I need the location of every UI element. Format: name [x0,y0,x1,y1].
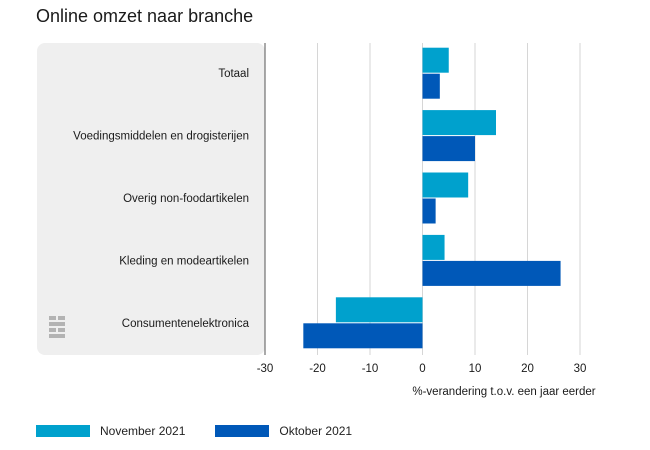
cbs-logo [49,316,65,338]
bar [422,136,475,162]
chart-title: Online omzet naar branche [36,6,254,26]
legend-label-oktober: Oktober 2021 [279,424,353,438]
x-tick-label: -20 [309,363,326,375]
legend-label-november: November 2021 [100,424,186,438]
bar [422,260,561,286]
bar [335,297,423,323]
bar [422,73,440,99]
x-axis-title: %-verandering t.o.v. een jaar eerder [412,386,595,398]
bar [422,172,469,198]
category-label: Consumentenelektronica [122,318,250,330]
bars [303,47,561,349]
tick-labels: -30 -20 -10 0 10 20 30 [257,363,587,375]
bar [422,110,496,136]
legend: November 2021 Oktober 2021 [36,424,382,438]
category-label: Voedingsmiddelen en drogisterijen [73,131,249,143]
category-labels: Totaal Voedingsmiddelen en drogisterijen O… [73,68,249,330]
category-label: Kleding en modeartikelen [119,255,249,267]
bar [422,47,449,73]
legend-item-november: November 2021 [36,424,185,438]
bar-chart: Totaal Voedingsmiddelen en drogisterijen O… [37,43,596,398]
bar [422,198,436,224]
x-tick-label: -30 [257,363,274,375]
label-panel [37,43,265,355]
x-tick-label: 10 [469,363,482,375]
bar [422,234,445,260]
x-tick-label: 30 [574,363,587,375]
category-label: Totaal [218,68,249,80]
legend-swatch-oktober [215,425,270,437]
bar [303,323,423,349]
x-tick-label: -10 [362,363,379,375]
x-tick-label: 20 [521,363,534,375]
legend-item-oktober: Oktober 2021 [215,424,352,438]
legend-swatch-november [36,425,90,437]
x-tick-label: 0 [419,363,425,375]
category-label: Overig non-foodartikelen [123,193,249,205]
